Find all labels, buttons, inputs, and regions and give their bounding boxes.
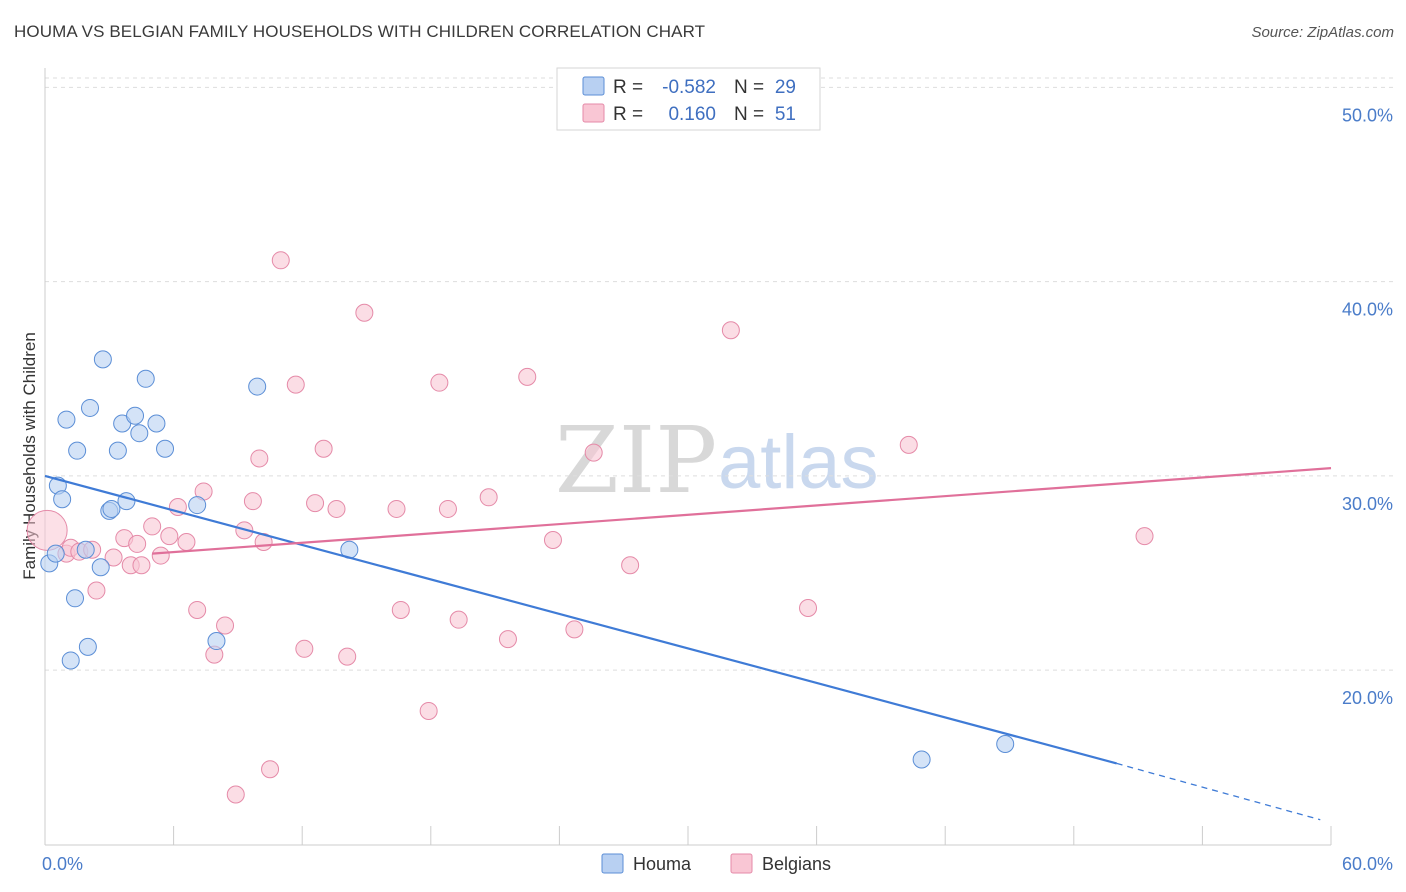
source-credit: Source: ZipAtlas.com (1251, 24, 1394, 41)
houma-point-11 (91, 558, 110, 577)
belgians-point-16 (188, 600, 207, 619)
belgians-point-10 (132, 556, 151, 575)
belgians-point-26 (271, 251, 290, 270)
belgians-point-32 (338, 647, 357, 666)
houma-point-27 (912, 750, 931, 769)
houma-point-19 (130, 424, 149, 443)
houma-points (40, 350, 1015, 769)
belgians-point-50 (1135, 527, 1154, 546)
houma-legend-swatch (582, 76, 605, 96)
correlation-legend: R = -0.582 N = 29 R = 0.160 N = 51 (556, 67, 821, 131)
belgians-point-9 (128, 534, 147, 553)
x-tick-label-right: 60.0% (1342, 854, 1393, 874)
belgians-point-46 (621, 556, 640, 575)
belgians-point-22 (243, 492, 262, 511)
series-legend: Houma Belgians (601, 853, 831, 874)
belgians-point-49 (899, 435, 918, 454)
belgians-point-23 (250, 449, 269, 468)
houma-bottom-swatch (601, 853, 624, 874)
belgians-point-48 (799, 599, 818, 618)
y-tick-label-50: 50.0% (1342, 105, 1393, 125)
y-tick-label-20: 20.0% (1342, 688, 1393, 708)
x-tick-label-left: 0.0% (42, 854, 83, 874)
belgians-bottom-label: Belgians (762, 854, 831, 874)
belgians-point-35 (391, 600, 410, 619)
houma-n-label: N = (734, 77, 764, 98)
houma-point-23 (188, 496, 207, 515)
houma-point-28 (996, 734, 1015, 753)
belgians-point-45 (584, 443, 603, 462)
gridlines (45, 77, 1393, 671)
houma-point-5 (61, 651, 80, 670)
houma-point-24 (207, 632, 226, 651)
belgians-r-value: 0.160 (668, 104, 716, 125)
belgians-point-47 (721, 321, 740, 340)
houma-point-18 (126, 406, 145, 425)
houma-point-22 (156, 439, 175, 458)
houma-point-3 (53, 490, 72, 509)
houma-point-4 (57, 410, 76, 429)
chart-title: HOUMA VS BELGIAN FAMILY HOUSEHOLDS WITH … (14, 22, 706, 41)
houma-point-6 (66, 589, 85, 608)
belgians-point-40 (479, 488, 498, 507)
y-tick-labels: 20.0% 30.0% 40.0% 50.0% (1342, 105, 1393, 708)
houma-point-8 (76, 540, 95, 559)
houma-point-20 (136, 369, 155, 388)
houma-r-label: R = (613, 77, 643, 98)
houma-bottom-label: Houma (633, 854, 692, 874)
belgians-n-label: N = (734, 104, 764, 125)
watermark-atlas: atlas (718, 420, 879, 505)
houma-trendline (44, 474, 1117, 765)
belgians-point-27 (286, 375, 305, 394)
belgians-point-39 (449, 610, 468, 629)
x-ticks (44, 826, 1332, 845)
belgians-point-42 (518, 367, 537, 386)
belgians-point-6 (104, 548, 123, 567)
houma-point-1 (46, 544, 65, 563)
houma-point-15 (108, 441, 127, 460)
y-tick-label-40: 40.0% (1342, 300, 1393, 320)
belgians-point-28 (295, 639, 314, 658)
belgians-point-25 (261, 760, 280, 779)
trendlines (44, 467, 1332, 821)
belgians-point-44 (565, 620, 584, 639)
belgians-point-38 (438, 499, 457, 518)
houma-point-12 (93, 350, 112, 369)
belgians-point-37 (430, 373, 449, 392)
houma-point-14 (102, 499, 121, 518)
belgians-point-20 (226, 785, 245, 804)
belgians-point-11 (143, 517, 162, 536)
belgians-point-36 (419, 701, 438, 720)
houma-point-21 (147, 414, 166, 433)
belgians-points (26, 251, 1154, 804)
belgians-point-34 (387, 499, 406, 518)
belgians-r-label: R = (613, 104, 643, 125)
belgians-legend-swatch (582, 103, 605, 123)
belgians-point-41 (498, 630, 517, 649)
belgians-point-5 (87, 581, 106, 600)
belgians-point-15 (177, 532, 196, 551)
belgians-bottom-swatch (730, 853, 753, 874)
houma-point-25 (248, 377, 267, 396)
belgians-point-0 (26, 509, 68, 551)
belgians-point-43 (543, 531, 562, 550)
belgians-point-12 (151, 546, 170, 565)
belgians-point-13 (160, 527, 179, 546)
houma-point-9 (78, 637, 97, 656)
y-tick-label-30: 30.0% (1342, 494, 1393, 514)
belgians-point-31 (327, 499, 346, 518)
belgians-point-33 (355, 303, 374, 322)
houma-trendline-extension (1116, 762, 1321, 821)
houma-point-10 (81, 398, 100, 417)
houma-point-7 (68, 441, 87, 460)
watermark-zip: ZIP (555, 407, 717, 514)
belgians-trendline (152, 467, 1332, 555)
belgians-n-value: 51 (775, 104, 796, 125)
belgians-point-19 (216, 616, 235, 635)
belgians-point-30 (314, 439, 333, 458)
belgians-point-29 (306, 494, 325, 513)
houma-r-value: -0.582 (662, 77, 716, 98)
houma-n-value: 29 (775, 77, 796, 98)
